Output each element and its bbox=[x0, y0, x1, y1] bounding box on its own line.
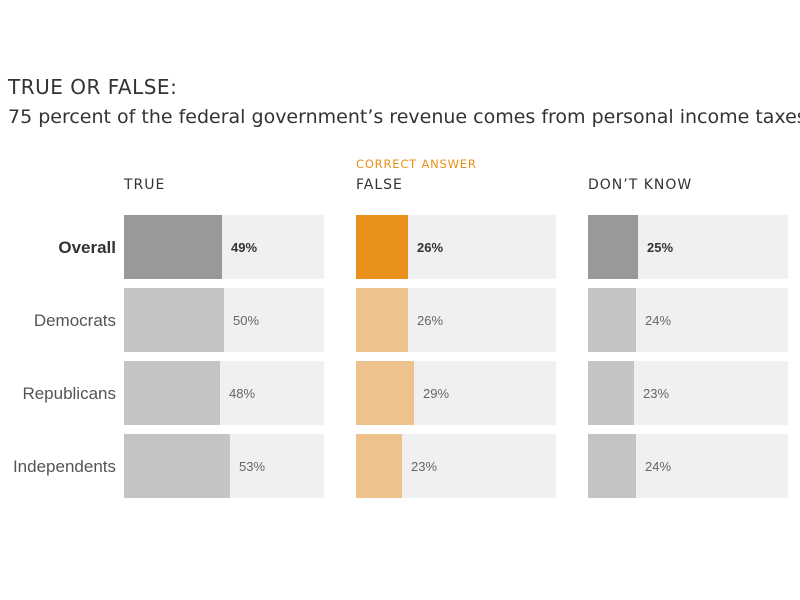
bar-true-republicans bbox=[124, 361, 220, 425]
bar-don-t-know-democrats bbox=[588, 288, 636, 352]
bar-don-t-know-republicans bbox=[588, 361, 634, 425]
value-label-false-democrats: 26% bbox=[417, 313, 443, 328]
bar-false-overall bbox=[356, 215, 408, 279]
bar-false-democrats bbox=[356, 288, 408, 352]
row-label-democrats: Democrats bbox=[34, 311, 116, 330]
column-header-false: FALSE bbox=[356, 177, 403, 193]
column-header-don-t-know: DON’T KNOW bbox=[588, 177, 692, 193]
row-label-overall: Overall bbox=[58, 238, 116, 257]
bar-don-t-know-independents bbox=[588, 434, 636, 498]
value-label-false-overall: 26% bbox=[417, 240, 443, 255]
chart-subtitle: 75 percent of the federal government’s r… bbox=[8, 106, 800, 128]
value-label-false-independents: 23% bbox=[411, 459, 437, 474]
value-label-true-independents: 53% bbox=[239, 459, 265, 474]
correct-answer-tag: CORRECT ANSWER bbox=[356, 157, 477, 171]
value-label-don-t-know-independents: 24% bbox=[645, 459, 671, 474]
bar-don-t-know-overall bbox=[588, 215, 638, 279]
value-label-don-t-know-republicans: 23% bbox=[643, 386, 669, 401]
row-label-independents: Independents bbox=[13, 457, 116, 476]
chart-title: TRUE OR FALSE: bbox=[8, 75, 178, 99]
row-label-republicans: Republicans bbox=[22, 384, 116, 403]
bar-true-overall bbox=[124, 215, 222, 279]
value-label-true-republicans: 48% bbox=[229, 386, 255, 401]
value-label-true-democrats: 50% bbox=[233, 313, 259, 328]
bar-true-democrats bbox=[124, 288, 224, 352]
value-label-don-t-know-democrats: 24% bbox=[645, 313, 671, 328]
value-label-false-republicans: 29% bbox=[423, 386, 449, 401]
value-label-true-overall: 49% bbox=[231, 240, 257, 255]
column-header-true: TRUE bbox=[123, 177, 165, 193]
bar-false-republicans bbox=[356, 361, 414, 425]
value-label-don-t-know-overall: 25% bbox=[647, 240, 673, 255]
bar-false-independents bbox=[356, 434, 402, 498]
bar-true-independents bbox=[124, 434, 230, 498]
